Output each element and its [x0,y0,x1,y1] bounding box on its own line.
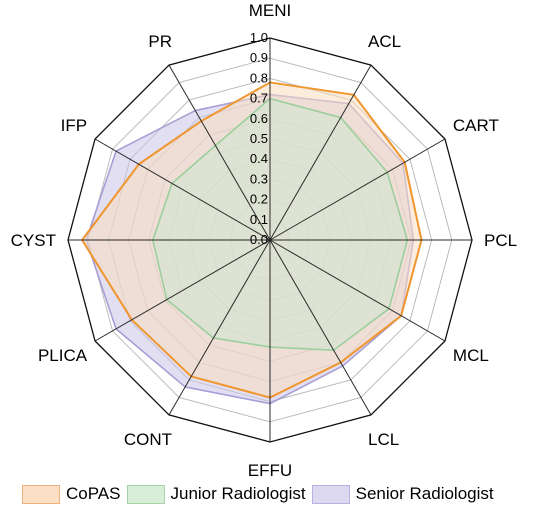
tick-label-0-8: 0.8 [250,70,268,85]
tick-label-0-1: 0.1 [250,212,268,227]
legend-swatch-junior-radiologist [126,484,165,504]
tick-label-0-5: 0.5 [250,131,268,146]
axis-label-pcl: PCL [484,231,517,250]
axis-labels: MENI ACL CART PCL MCL LCL EFFU CONT PLICA CYST IFP… [11,1,517,480]
spoke-plica [94,239,271,342]
spoke-ifp [94,138,271,241]
spoke-cart [269,138,446,241]
tick-label-0-7: 0.7 [250,91,268,106]
axis-label-pr: PR [148,32,172,51]
legend-item-copas: CoPAS [22,484,121,504]
axis-label-cont: CONT [124,430,172,449]
axis-label-acl: ACL [368,32,401,51]
axis-label-plica: PLICA [38,346,88,365]
radial-tick-labels: 0.0 0.1 0.2 0.3 0.4 0.5 0.6 0.7 0.8 0.9 1.0 [250,30,268,247]
axis-label-mcl: MCL [453,346,489,365]
axis-label-ifp: IFP [61,116,87,135]
tick-label-1-0: 1.0 [250,30,268,45]
axis-label-cart: CART [453,116,499,135]
axis-label-lcl: LCL [368,430,399,449]
legend-label-copas: CoPAS [66,484,121,503]
chart-legend: CoPAS Junior Radiologist Senior Radiolog… [22,484,500,504]
tick-label-0-9: 0.9 [250,50,268,65]
spoke-pr [168,64,271,241]
legend-swatch-senior-radiologist [311,484,350,504]
spoke-cont [168,239,271,416]
radar-spokes [68,38,472,442]
tick-label-0-6: 0.6 [250,111,268,126]
legend-label-junior-radiologist: Junior Radiologist [170,484,306,503]
legend-swatch-copas [22,484,60,504]
tick-label-0-3: 0.3 [250,171,268,186]
tick-label-0-4: 0.4 [250,151,268,166]
legend-label-senior-radiologist: Senior Radiologist [355,484,494,503]
axis-label-effu: EFFU [248,461,292,480]
spoke-lcl [269,239,372,416]
tick-label-0-0: 0.0 [250,232,268,247]
spoke-mcl [269,239,446,342]
tick-label-0-2: 0.2 [250,192,268,207]
axis-label-cyst: CYST [11,231,56,250]
legend-item-senior-radiologist: Senior Radiologist [311,484,494,504]
axis-label-meni: MENI [249,1,292,20]
legend-item-junior-radiologist: Junior Radiologist [126,484,306,504]
spoke-acl [269,64,372,241]
